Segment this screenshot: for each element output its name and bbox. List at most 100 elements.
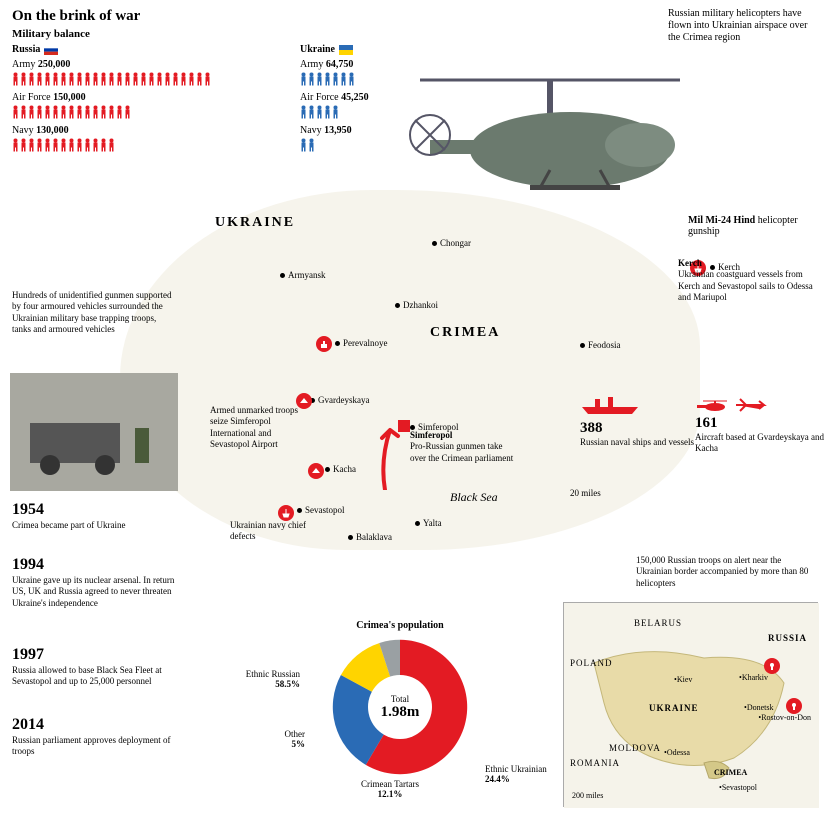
mm-marker1-icon	[764, 658, 780, 674]
city-balaklava: Balaklava	[348, 532, 392, 542]
mm-marker2-icon	[786, 698, 802, 714]
soldier-icon	[188, 72, 195, 86]
mm-sevastopol: •Sevastopol	[719, 783, 757, 792]
soldier-icon	[132, 72, 139, 86]
soldier-icon	[92, 138, 99, 152]
russia-balance: Russia Army 250,000Air Force 150,000Navy…	[12, 44, 232, 158]
mm-belarus: BELARUS	[634, 618, 682, 628]
ukraine-label: Ukraine	[300, 44, 335, 55]
soldier-icon	[68, 72, 75, 86]
timeline-2014: 2014Russian parliament approves deployme…	[12, 715, 177, 758]
timeline-1994: 1994Ukraine gave up its nuclear arsenal.…	[12, 555, 177, 609]
population-pie: Crimea's population Total 1.98m Ethnic R…	[260, 620, 540, 777]
force-label: Navy 130,000	[12, 125, 232, 136]
soldier-icon	[172, 72, 179, 86]
minimap-caption: 150,000 Russian troops on alert near the…	[636, 555, 816, 589]
soldier-icon	[156, 72, 163, 86]
marker-simferopol-icon	[398, 420, 410, 432]
mm-rostov: •Rostov-on-Don	[758, 713, 811, 722]
annot-gvardeyskaya: Armed unmarked troops seize Simferopol I…	[210, 405, 310, 450]
soldier-icon	[36, 72, 43, 86]
timeline-1954: 1954Crimea became part of Ukraine	[12, 500, 177, 531]
mm-russia: RUSSIA	[768, 633, 807, 643]
soldier-icon	[44, 72, 51, 86]
soldier-icon	[76, 138, 83, 152]
soldier-icon	[140, 72, 147, 86]
soldier-icon	[12, 105, 19, 119]
pie-center: Total 1.98m	[368, 675, 432, 739]
kerch-annotation: Kerch Ukrainian coastguard vessels from …	[678, 258, 818, 303]
soldier-icon	[308, 138, 315, 152]
soldier-icon	[76, 105, 83, 119]
city-gvardeyskaya: Gvardeyskaya	[310, 395, 369, 405]
blacksea-label: Black Sea	[450, 490, 498, 505]
soldier-icon	[28, 105, 35, 119]
soldier-icon	[20, 105, 27, 119]
soldier-icon	[148, 72, 155, 86]
russia-label: Russia	[12, 44, 40, 55]
region-minimap: BELARUS RUSSIA POLAND UKRAINE ROMANIA MO…	[563, 602, 818, 807]
stat-aircraft: 161 Aircraft based at Gvardeyskaya and K…	[695, 395, 825, 454]
soldier-icon	[308, 105, 315, 119]
gunmen-caption: Hundreds of unidentified gunmen supporte…	[12, 290, 172, 335]
soldier-icon	[108, 105, 115, 119]
marker-kacha-icon	[308, 463, 324, 479]
pie-label-tartars: Crimean Tartars 12.1%	[350, 780, 430, 800]
soldier-icon	[84, 72, 91, 86]
marker-sevastopol-icon	[278, 505, 294, 521]
ukraine-map-label: UKRAINE	[215, 215, 295, 231]
soldier-icon	[100, 138, 107, 152]
soldier-icon	[44, 138, 51, 152]
main-title: On the brink of war	[12, 8, 140, 25]
soldier-icon	[124, 105, 131, 119]
soldier-icon	[28, 138, 35, 152]
timeline-1997: 1997Russia allowed to base Black Sea Fle…	[12, 645, 177, 688]
soldier-icon	[52, 138, 59, 152]
stat-ships: 388 Russian naval ships and vessels	[580, 395, 710, 448]
soldier-icon	[116, 72, 123, 86]
soldier-icon	[52, 105, 59, 119]
annot-simferopol: Simferopol Pro-Russian gunmen take over …	[410, 430, 520, 464]
soldier-icon	[68, 105, 75, 119]
pie-label-other: Other5%	[255, 730, 305, 750]
city-dzhankoi: Dzhankoi	[395, 300, 438, 310]
annot-sevastopol: Ukrainian navy chief defects	[230, 520, 320, 543]
soldier-icon	[116, 105, 123, 119]
soldier-icon	[108, 72, 115, 86]
soldier-icon	[308, 72, 315, 86]
city-kacha: Kacha	[325, 464, 356, 474]
soldier-icon	[76, 72, 83, 86]
soldier-icon	[124, 72, 131, 86]
city-perevalnoye: Perevalnoye	[335, 338, 387, 348]
russia-flag-icon	[44, 45, 58, 55]
mm-donetsk: •Donetsk	[744, 703, 773, 712]
mm-kharkiv: •Kharkiv	[739, 673, 768, 682]
soldier-icon	[340, 72, 347, 86]
soldier-icon	[324, 72, 331, 86]
soldier-icon	[300, 138, 307, 152]
soldier-row	[12, 105, 232, 119]
soldier-icon	[100, 105, 107, 119]
soldier-icon	[348, 72, 355, 86]
mm-crimea: CRIMEA	[714, 768, 747, 777]
soldier-icon	[28, 72, 35, 86]
soldier-icon	[20, 138, 27, 152]
soldier-icon	[300, 72, 307, 86]
mm-romania: ROMANIA	[570, 758, 620, 768]
soldier-icon	[12, 138, 19, 152]
marker-perevalnoye-icon	[316, 336, 332, 352]
soldier-icon	[196, 72, 203, 86]
mm-odessa: •Odessa	[664, 748, 690, 757]
pie-label-ukrainian: Ethnic Ukrainian24.4%	[485, 765, 555, 785]
mm-ukraine: UKRAINE	[649, 703, 699, 713]
soldier-icon	[20, 72, 27, 86]
ship-icon	[580, 395, 640, 415]
soldier-icon	[108, 138, 115, 152]
city-feodosia: Feodosia	[580, 340, 621, 350]
city-armyansk: Armyansk	[280, 270, 326, 280]
soldier-row	[12, 138, 232, 152]
crimea-map-label: CRIMEA	[430, 325, 500, 341]
topright-caption: Russian military helicopters have flown …	[668, 8, 818, 44]
force-label: Army 250,000	[12, 59, 232, 70]
soldier-icon	[204, 72, 211, 86]
